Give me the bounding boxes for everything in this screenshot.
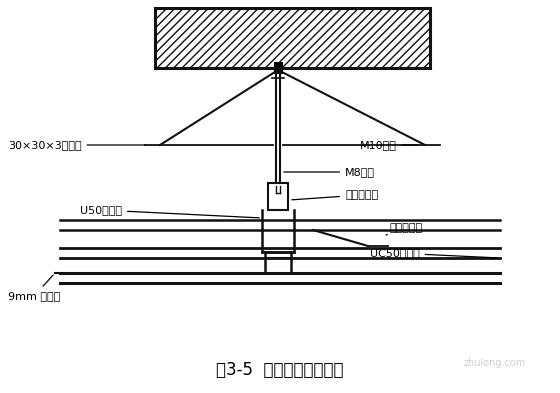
Text: M8吊筋: M8吊筋 [284, 167, 375, 177]
Text: M10胀栓: M10胀栓 [360, 140, 417, 150]
Text: 主龙骨吊件: 主龙骨吊件 [292, 190, 378, 200]
Text: U50主龙骨: U50主龙骨 [80, 205, 259, 218]
Text: UC50次龙骨: UC50次龙骨 [370, 248, 497, 258]
Bar [155, 8, 430, 68]
Text: 9mm 石膏板: 9mm 石膏板 [8, 275, 60, 301]
Text: 图3-5  石膏板吊顶剖面图: 图3-5 石膏板吊顶剖面图 [216, 361, 344, 379]
Bar [268, 183, 288, 210]
Bar [274, 62, 283, 74]
Text: 30×30×3角钢件: 30×30×3角钢件 [8, 140, 145, 150]
Text: zhulong.com: zhulong.com [464, 358, 526, 368]
Text: 次龙骨吊件: 次龙骨吊件 [386, 223, 423, 235]
